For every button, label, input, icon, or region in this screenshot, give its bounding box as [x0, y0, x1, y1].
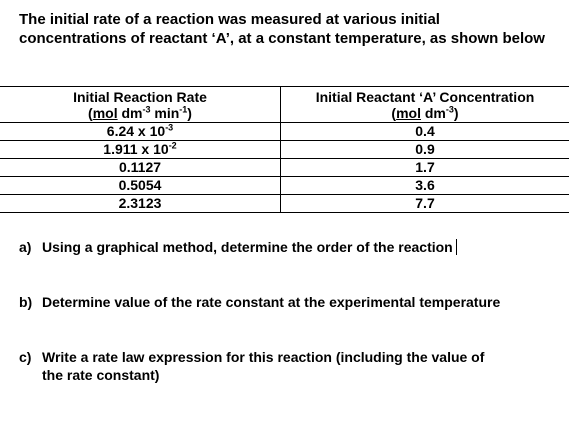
rate-cell: 1.911 x 10-2 — [0, 140, 281, 159]
table-row: 2.3123 7.7 — [0, 194, 569, 213]
concentration-column-header: Initial Reactant ‘A’ Concentration (mol … — [280, 86, 569, 123]
question-a: a) Using a graphical method, determine th… — [19, 238, 457, 256]
concentration-cell: 0.9 — [280, 140, 569, 159]
table-row: 1.911 x 10-2 0.9 — [0, 140, 569, 159]
rate-cell: 0.5054 — [0, 176, 281, 195]
table-row: 6.24 x 10-3 0.4 — [0, 122, 569, 141]
question-c-letter: c) — [19, 349, 32, 365]
rate-column-header: Initial Reaction Rate (mol dm-3 min-1) — [0, 86, 281, 123]
concentration-header-units: (mol dm-3) — [391, 104, 459, 121]
rate-cell: 0.1127 — [0, 158, 281, 177]
table-header-row: Initial Reaction Rate (mol dm-3 min-1) I… — [0, 86, 569, 123]
concentration-cell: 7.7 — [280, 194, 569, 213]
concentration-cell: 0.4 — [280, 122, 569, 141]
concentration-cell: 3.6 — [280, 176, 569, 195]
table-row: 0.1127 1.7 — [0, 158, 569, 177]
table-row: 0.5054 3.6 — [0, 176, 569, 195]
text-cursor — [455, 239, 457, 255]
rate-cell: 2.3123 — [0, 194, 281, 213]
rate-header-title: Initial Reaction Rate — [73, 89, 207, 105]
question-b-letter: b) — [19, 294, 33, 310]
question-c: c) Write a rate law expression for this r… — [19, 348, 559, 384]
intro-paragraph: The initial rate of a reaction was measu… — [19, 11, 545, 47]
question-c-text-line1: Write a rate law expression for this rea… — [42, 349, 485, 365]
question-a-letter: a) — [19, 239, 32, 255]
question-b-text: Determine value of the rate constant at … — [42, 294, 501, 310]
rate-header-units: (mol dm-3 min-1) — [88, 104, 192, 121]
rate-cell: 6.24 x 10-3 — [0, 122, 281, 141]
concentration-header-title: Initial Reactant ‘A’ Concentration — [315, 89, 535, 105]
concentration-cell: 1.7 — [280, 158, 569, 177]
question-c-text-line2: the rate constant) — [42, 367, 160, 383]
rate-data-table: Initial Reaction Rate (mol dm-3 min-1) I… — [0, 86, 569, 213]
question-b: b) Determine value of the rate constant a… — [19, 293, 500, 311]
question-a-text: Using a graphical method, determine the … — [42, 239, 453, 255]
